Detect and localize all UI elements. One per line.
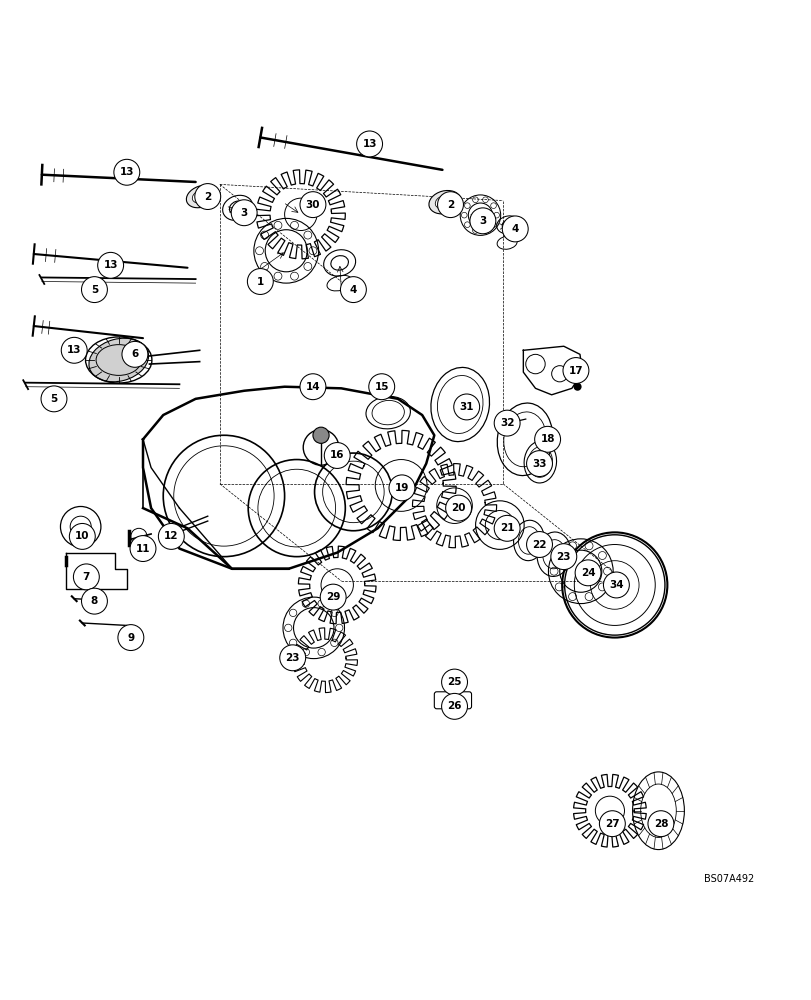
Text: 13: 13 xyxy=(103,260,118,270)
Text: 28: 28 xyxy=(653,819,667,829)
Circle shape xyxy=(195,184,221,209)
Circle shape xyxy=(603,572,629,598)
Circle shape xyxy=(562,358,588,383)
Text: 8: 8 xyxy=(91,596,98,606)
Circle shape xyxy=(368,374,394,400)
Circle shape xyxy=(550,544,576,570)
Circle shape xyxy=(324,443,350,468)
Circle shape xyxy=(41,386,67,412)
Circle shape xyxy=(494,410,520,436)
Text: 20: 20 xyxy=(451,503,466,513)
Text: 21: 21 xyxy=(500,523,514,533)
Text: 25: 25 xyxy=(447,677,461,687)
Circle shape xyxy=(534,426,560,452)
Circle shape xyxy=(73,564,99,590)
Circle shape xyxy=(526,451,551,477)
Text: 33: 33 xyxy=(532,459,546,469)
Ellipse shape xyxy=(88,338,148,382)
Text: 32: 32 xyxy=(500,418,514,428)
Text: 14: 14 xyxy=(305,382,320,392)
Text: 2: 2 xyxy=(446,200,453,210)
Text: 22: 22 xyxy=(532,540,546,550)
Circle shape xyxy=(470,208,496,234)
Circle shape xyxy=(299,192,325,218)
Text: 1: 1 xyxy=(256,277,264,287)
Circle shape xyxy=(81,588,107,614)
Circle shape xyxy=(114,159,139,185)
Text: 5: 5 xyxy=(91,285,98,295)
Text: 10: 10 xyxy=(75,531,89,541)
Circle shape xyxy=(312,427,328,443)
Circle shape xyxy=(494,515,520,541)
Circle shape xyxy=(118,625,144,651)
Circle shape xyxy=(81,277,107,303)
Circle shape xyxy=(247,269,273,294)
Text: 9: 9 xyxy=(127,633,135,643)
Circle shape xyxy=(69,523,95,549)
Text: 12: 12 xyxy=(164,531,178,541)
Circle shape xyxy=(574,560,600,586)
Text: 31: 31 xyxy=(459,402,474,412)
Text: 3: 3 xyxy=(478,216,486,226)
Circle shape xyxy=(158,523,184,549)
Circle shape xyxy=(647,811,673,837)
Text: 27: 27 xyxy=(604,819,619,829)
Text: 4: 4 xyxy=(350,285,357,295)
Text: 26: 26 xyxy=(447,701,461,711)
Circle shape xyxy=(340,277,366,303)
Circle shape xyxy=(122,341,148,367)
Ellipse shape xyxy=(192,190,210,203)
Ellipse shape xyxy=(187,185,216,208)
Circle shape xyxy=(526,532,551,557)
Text: 2: 2 xyxy=(204,192,211,202)
Text: 7: 7 xyxy=(83,572,90,582)
Text: 30: 30 xyxy=(305,200,320,210)
Ellipse shape xyxy=(428,190,460,214)
Text: 11: 11 xyxy=(135,544,150,554)
Circle shape xyxy=(130,536,156,562)
Text: 17: 17 xyxy=(568,366,582,376)
Circle shape xyxy=(356,131,382,157)
Circle shape xyxy=(299,374,325,400)
Text: 13: 13 xyxy=(67,345,81,355)
Circle shape xyxy=(441,669,467,695)
Text: 13: 13 xyxy=(362,139,376,149)
Text: 23: 23 xyxy=(285,653,299,663)
Text: 4: 4 xyxy=(511,224,518,234)
Circle shape xyxy=(97,252,123,278)
Circle shape xyxy=(61,337,87,363)
Text: 29: 29 xyxy=(325,592,340,602)
Circle shape xyxy=(280,645,305,671)
Circle shape xyxy=(388,475,414,501)
Text: BS07A492: BS07A492 xyxy=(703,874,753,884)
FancyBboxPatch shape xyxy=(434,692,471,709)
Circle shape xyxy=(320,584,345,610)
Circle shape xyxy=(453,394,479,420)
Circle shape xyxy=(573,383,581,391)
Circle shape xyxy=(231,200,257,226)
Circle shape xyxy=(437,192,463,218)
Text: 16: 16 xyxy=(329,450,344,460)
Text: 15: 15 xyxy=(374,382,388,392)
Circle shape xyxy=(599,811,624,837)
Text: 23: 23 xyxy=(556,552,570,562)
Circle shape xyxy=(441,693,467,719)
Text: 19: 19 xyxy=(394,483,409,493)
Text: 3: 3 xyxy=(240,208,247,218)
Text: 13: 13 xyxy=(119,167,134,177)
Text: 18: 18 xyxy=(539,434,554,444)
Circle shape xyxy=(502,216,527,242)
Text: 24: 24 xyxy=(580,568,594,578)
Text: 34: 34 xyxy=(608,580,623,590)
Text: 5: 5 xyxy=(50,394,58,404)
Text: 6: 6 xyxy=(131,349,139,359)
Ellipse shape xyxy=(435,195,454,209)
Circle shape xyxy=(445,495,471,521)
